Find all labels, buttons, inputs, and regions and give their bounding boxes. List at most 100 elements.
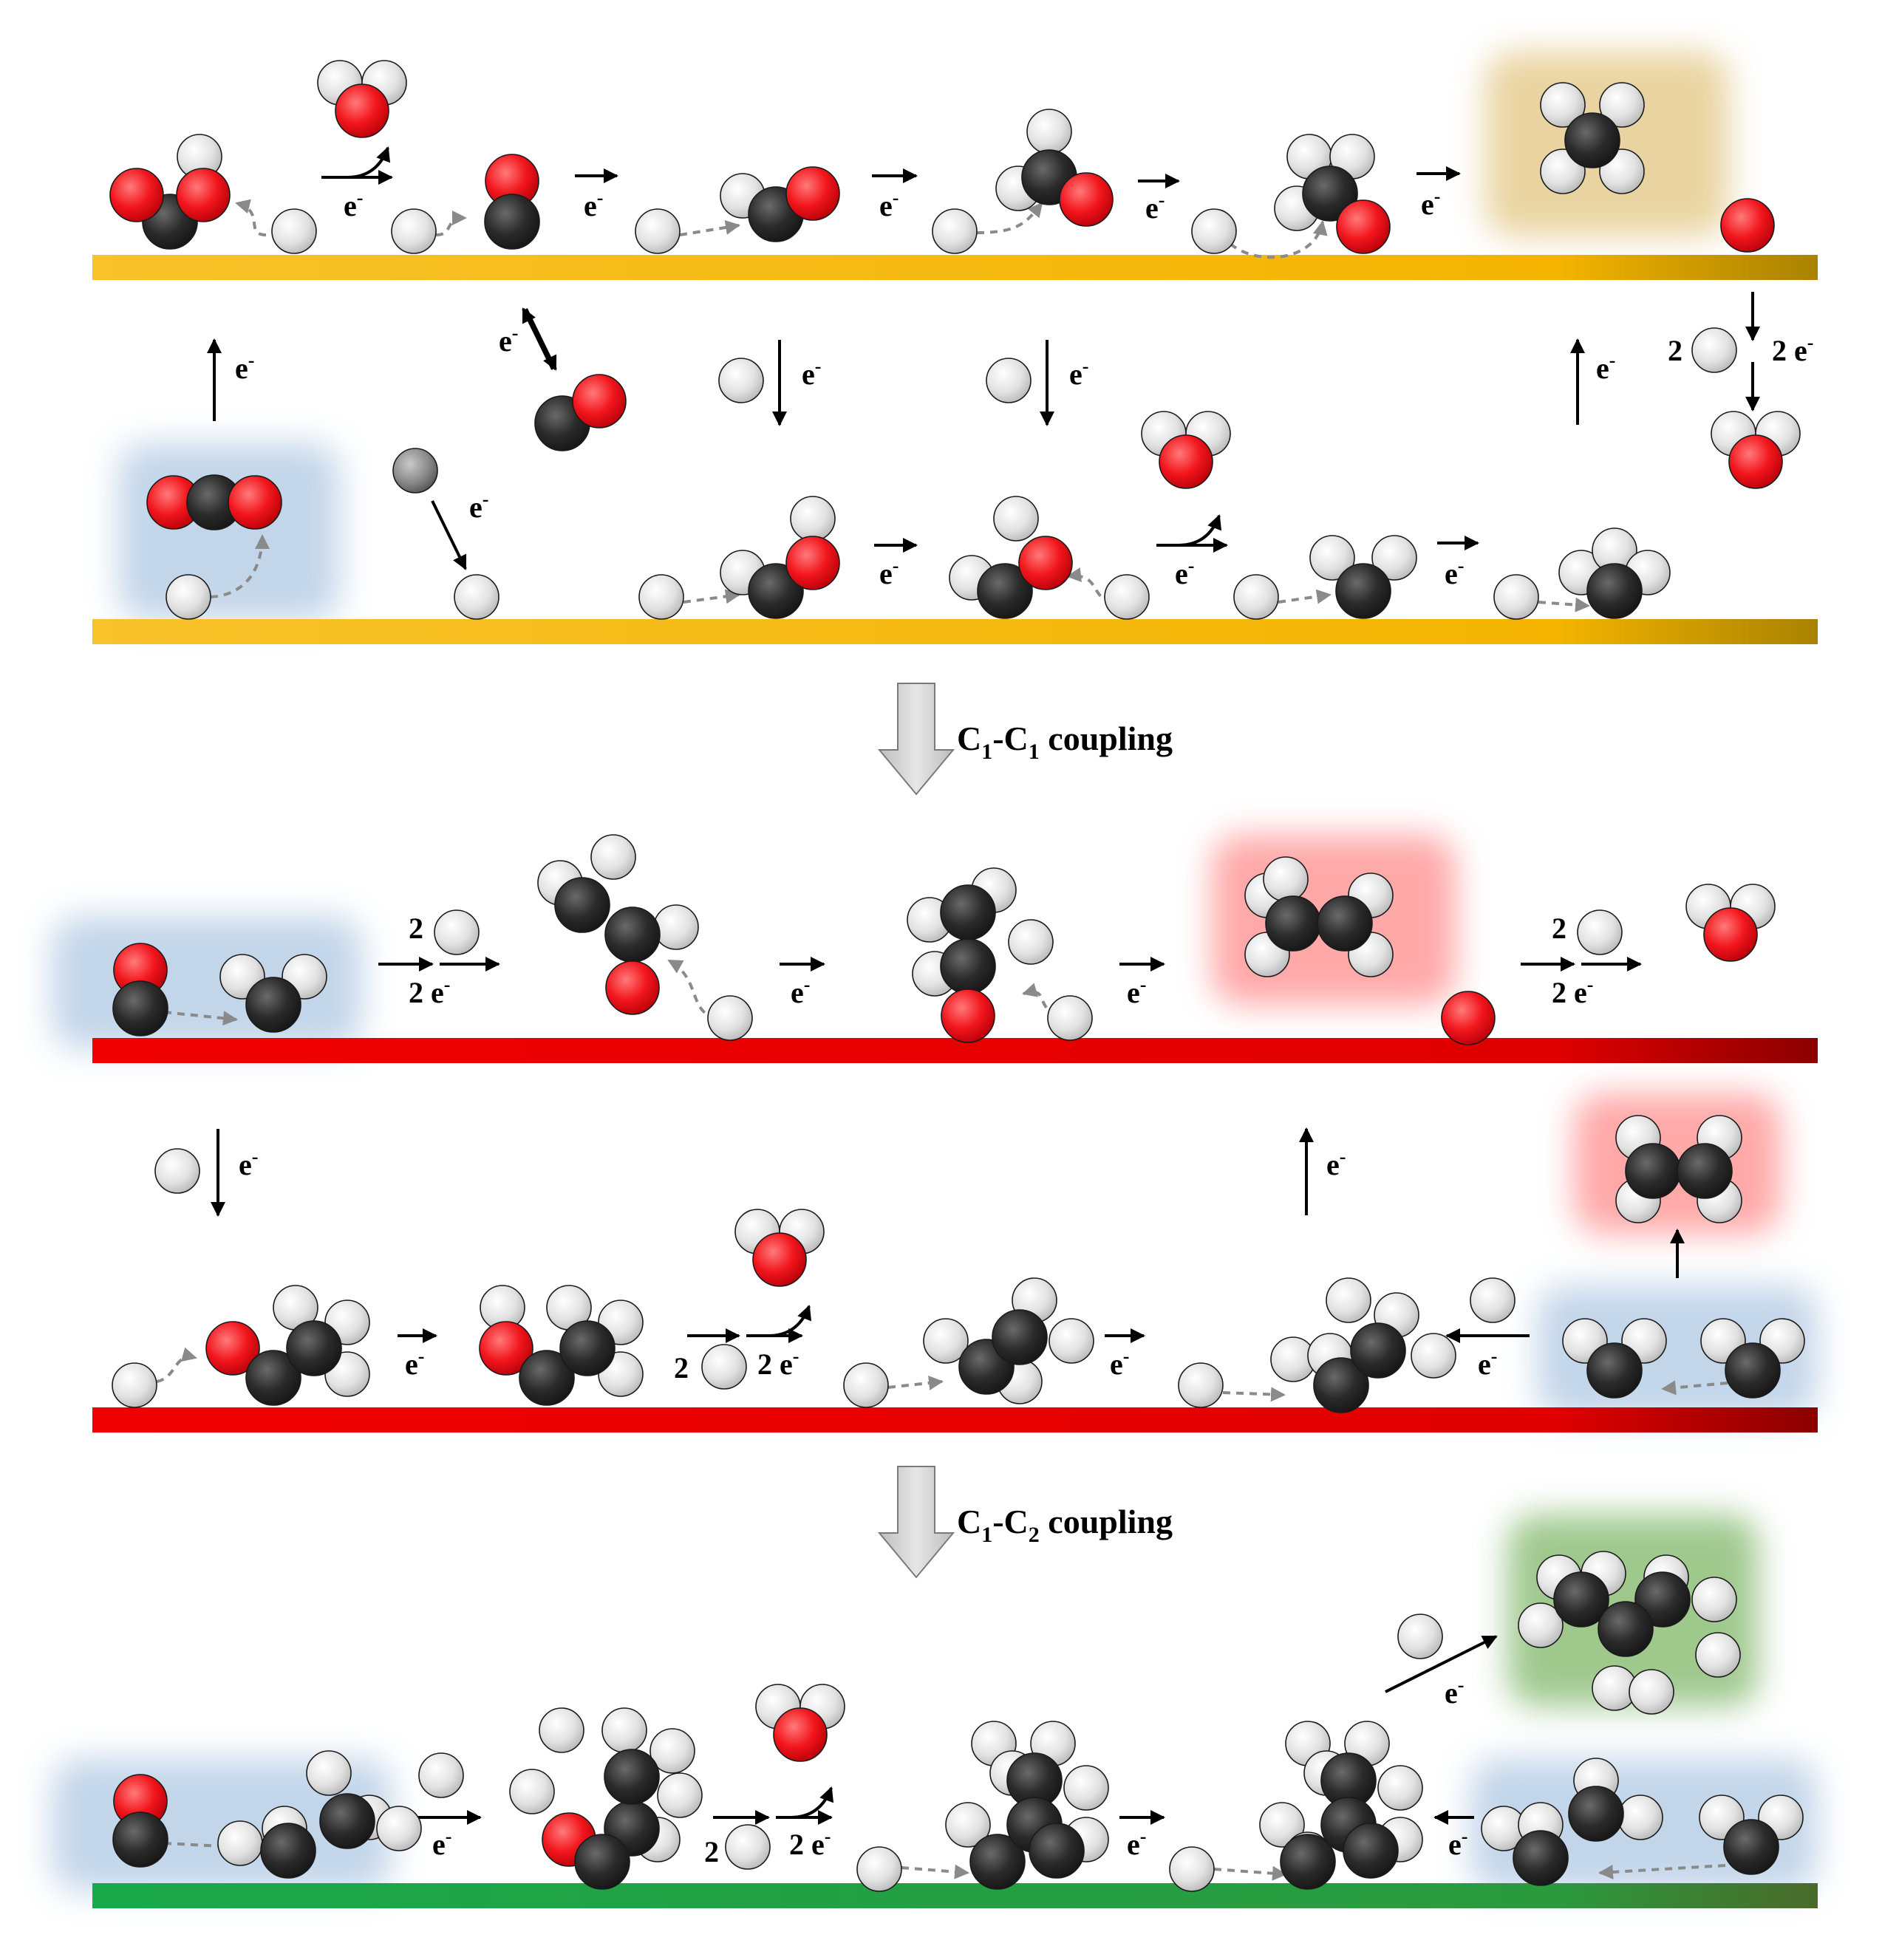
reaction-arrow xyxy=(431,500,467,570)
carbon-atom xyxy=(940,884,996,940)
ch2-row3 xyxy=(219,954,327,1033)
oxygen-atom xyxy=(1728,434,1783,489)
carbon-atom xyxy=(1029,1823,1085,1879)
hydrogen-atom xyxy=(650,1728,695,1774)
oxygen-atom xyxy=(785,536,840,590)
carbon-atom xyxy=(1313,1357,1369,1413)
carbon-atom xyxy=(604,1749,660,1805)
c3-intermediate xyxy=(945,1721,1109,1890)
hydrogen-atom xyxy=(986,358,1032,403)
hydrogen-atom xyxy=(1411,1333,1456,1379)
oxygen-atom xyxy=(335,83,389,138)
hydrogen-atom xyxy=(166,574,211,620)
hydrogen-atom xyxy=(657,1772,703,1818)
oxygen-atom xyxy=(752,1232,807,1287)
carbon-atom xyxy=(604,906,661,963)
red-surface-second xyxy=(92,1407,1818,1433)
oxygen-atom xyxy=(109,168,164,222)
carbon-atom xyxy=(1564,112,1620,168)
hydrogen-atom xyxy=(306,1750,352,1796)
two-label: 2 xyxy=(1668,334,1682,367)
carbon-atom xyxy=(559,1320,616,1376)
carbon-atom xyxy=(1335,563,1391,619)
c3h7-intermediate xyxy=(1259,1721,1423,1890)
carbon-atom xyxy=(1586,1342,1643,1399)
dashed-migration-arrow xyxy=(1538,597,1590,612)
reaction-arrows xyxy=(207,146,1760,1825)
hydrogen-atom xyxy=(725,1824,771,1870)
carbon-atom xyxy=(1350,1322,1406,1379)
ch2och3-intermediate xyxy=(205,1285,370,1406)
hydrogen-atom xyxy=(635,208,681,254)
release-arrow xyxy=(790,1786,834,1819)
oxygen-atom xyxy=(228,475,282,530)
electron-label: e- xyxy=(239,1146,258,1181)
hydrogen-atom xyxy=(454,574,500,620)
electron-label: e- xyxy=(235,349,254,385)
c2h5-intermediate xyxy=(923,1277,1094,1404)
dashed-migration-arrow xyxy=(156,1347,197,1383)
oxygen-atom xyxy=(941,988,995,1043)
hydrogen-atom xyxy=(1577,909,1623,955)
carbon-atom xyxy=(1302,165,1358,222)
reaction-arrow xyxy=(1385,1635,1498,1693)
ch2ohch2-intermediate xyxy=(479,1285,644,1406)
hydrogen-atom xyxy=(790,496,836,542)
carbon-atom xyxy=(245,977,301,1033)
oxygen-atom xyxy=(605,960,660,1015)
carbon-atom xyxy=(1553,1571,1609,1628)
hydrogen-atom xyxy=(376,1806,422,1851)
water-row2-right xyxy=(1711,411,1801,489)
electron-label: e- xyxy=(584,187,603,222)
hydrogen-atom xyxy=(1493,574,1539,620)
ethylene-product xyxy=(1244,856,1394,977)
hydrogen-atom xyxy=(1026,109,1072,154)
carbon-atom xyxy=(112,1812,168,1868)
water-released xyxy=(317,60,407,138)
carbon-atom xyxy=(1677,1143,1733,1199)
molecules xyxy=(109,60,1805,1892)
hydrogen-atom xyxy=(1599,82,1645,128)
choh-intermediate xyxy=(949,496,1073,619)
dashed-migration-arrow xyxy=(667,959,717,1020)
water-row3 xyxy=(1685,884,1776,962)
hydrogen-atom xyxy=(154,1148,200,1194)
electron-label: e- xyxy=(879,187,899,222)
oxygen-atom xyxy=(205,1321,260,1376)
hydrogen-atom xyxy=(271,208,317,254)
cho-intermediate xyxy=(720,166,840,242)
hydrogen-atom xyxy=(590,834,636,880)
water-row5 xyxy=(755,1684,845,1762)
choh-c2-intermediate xyxy=(509,1707,703,1890)
ch3o-intermediate xyxy=(1274,134,1391,254)
c2h5-alt xyxy=(1270,1277,1456,1413)
electron-label: e- xyxy=(499,322,518,358)
metal-atom xyxy=(392,448,438,494)
hydrogen-atom xyxy=(843,1362,889,1408)
hydrogen-atom xyxy=(945,1802,991,1848)
carbon-atom xyxy=(286,1320,342,1376)
two-label: 2 xyxy=(409,912,423,945)
dashed-migration-arrow xyxy=(1278,589,1332,604)
labels: e-e-e-e-e-e-e-e-e-e- 2 2 e-e-e-e-e- C1-C1 c… xyxy=(235,185,1813,1868)
oxygen-atom xyxy=(1336,199,1391,254)
hydrogen-atom xyxy=(434,909,480,955)
green-surface xyxy=(92,1883,1818,1908)
hydrogen-atom xyxy=(1063,1765,1109,1811)
carbon-atom xyxy=(1586,563,1643,619)
release-arrow xyxy=(1178,514,1222,547)
dashed-migration-arrow xyxy=(1213,1865,1287,1881)
hydrogen-atom xyxy=(707,995,753,1041)
hydrogen-atom xyxy=(1259,1802,1305,1848)
coupling-label: C1-C1 coupling xyxy=(957,720,1173,764)
electron-label: e- xyxy=(432,1826,451,1861)
electron-label: e- xyxy=(344,187,363,222)
hydrogen-atom xyxy=(1191,208,1237,254)
hydrogen-atom xyxy=(653,904,699,950)
hydrogen-atom xyxy=(932,208,978,254)
dashed-migration-arrow xyxy=(235,199,267,236)
oxygen-atom xyxy=(1159,434,1213,489)
oxygen-atom xyxy=(1720,198,1775,253)
electron-label: e- xyxy=(879,555,899,590)
